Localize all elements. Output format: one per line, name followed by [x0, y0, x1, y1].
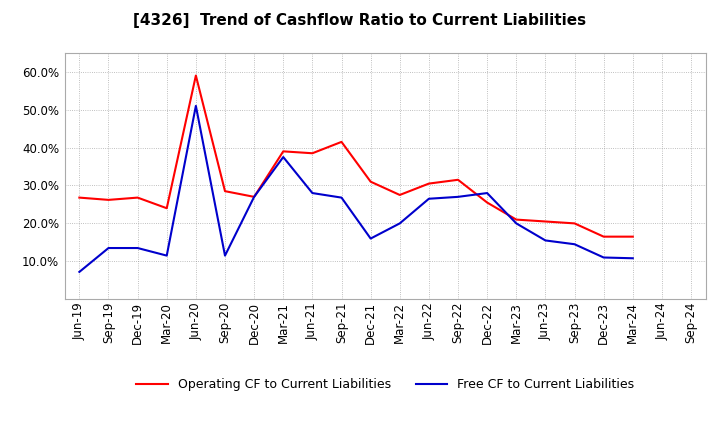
Legend: Operating CF to Current Liabilities, Free CF to Current Liabilities: Operating CF to Current Liabilities, Fre…	[131, 374, 639, 396]
Operating CF to Current Liabilities	[75, 195, 84, 200]
Free CF to Current Liabilities	[425, 196, 433, 202]
Free CF to Current Liabilities	[163, 253, 171, 258]
Operating CF to Current Liabilities	[599, 234, 608, 239]
Free CF to Current Liabilities	[75, 269, 84, 275]
Operating CF to Current Liabilities	[163, 205, 171, 211]
Free CF to Current Liabilities	[250, 194, 258, 199]
Operating CF to Current Liabilities	[395, 192, 404, 198]
Free CF to Current Liabilities	[541, 238, 550, 243]
Free CF to Current Liabilities	[395, 221, 404, 226]
Operating CF to Current Liabilities	[133, 195, 142, 200]
Free CF to Current Liabilities	[133, 246, 142, 251]
Operating CF to Current Liabilities	[454, 177, 462, 183]
Operating CF to Current Liabilities	[483, 200, 492, 205]
Free CF to Current Liabilities	[220, 253, 229, 258]
Free CF to Current Liabilities	[308, 191, 317, 196]
Operating CF to Current Liabilities	[512, 217, 521, 222]
Line: Free CF to Current Liabilities: Free CF to Current Liabilities	[79, 106, 633, 272]
Operating CF to Current Liabilities	[629, 234, 637, 239]
Operating CF to Current Liabilities	[366, 179, 375, 184]
Operating CF to Current Liabilities	[104, 197, 113, 202]
Free CF to Current Liabilities	[454, 194, 462, 199]
Free CF to Current Liabilities	[512, 221, 521, 226]
Operating CF to Current Liabilities	[279, 149, 287, 154]
Free CF to Current Liabilities	[570, 242, 579, 247]
Free CF to Current Liabilities	[483, 191, 492, 196]
Operating CF to Current Liabilities	[570, 221, 579, 226]
Free CF to Current Liabilities	[337, 195, 346, 200]
Free CF to Current Liabilities	[279, 154, 287, 160]
Free CF to Current Liabilities	[192, 103, 200, 109]
Operating CF to Current Liabilities	[425, 181, 433, 186]
Free CF to Current Liabilities	[104, 246, 113, 251]
Text: [4326]  Trend of Cashflow Ratio to Current Liabilities: [4326] Trend of Cashflow Ratio to Curren…	[133, 13, 587, 28]
Operating CF to Current Liabilities	[192, 73, 200, 78]
Free CF to Current Liabilities	[599, 255, 608, 260]
Operating CF to Current Liabilities	[250, 194, 258, 199]
Operating CF to Current Liabilities	[337, 139, 346, 144]
Line: Operating CF to Current Liabilities: Operating CF to Current Liabilities	[79, 76, 633, 237]
Operating CF to Current Liabilities	[541, 219, 550, 224]
Free CF to Current Liabilities	[629, 256, 637, 261]
Operating CF to Current Liabilities	[308, 150, 317, 156]
Operating CF to Current Liabilities	[220, 188, 229, 194]
Free CF to Current Liabilities	[366, 236, 375, 241]
